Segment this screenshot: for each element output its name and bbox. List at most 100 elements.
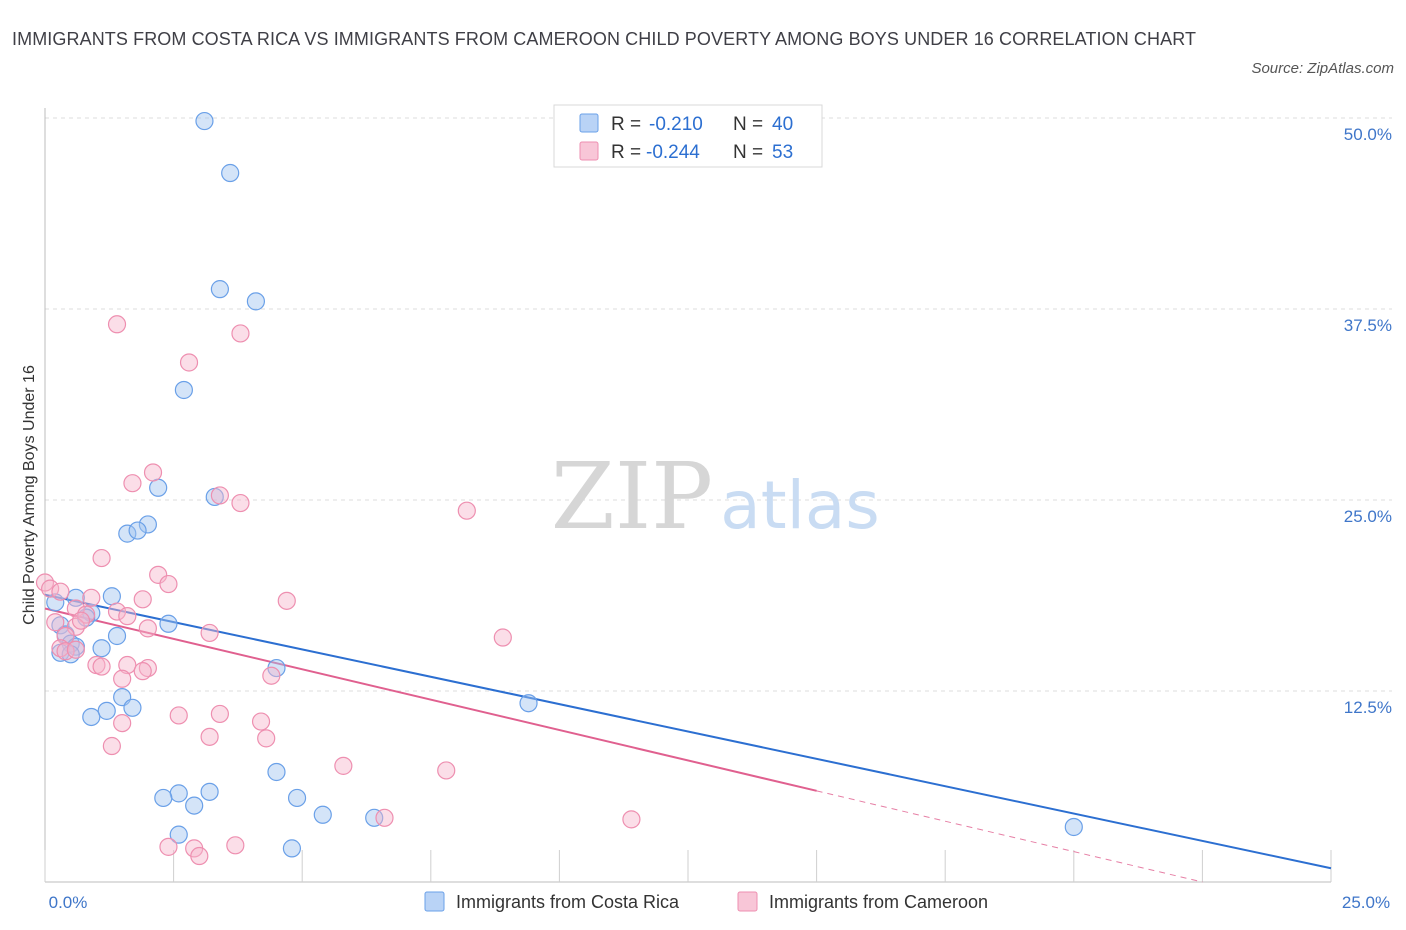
point-pink-36	[113, 669, 132, 688]
point-blue-30	[267, 762, 286, 782]
point-pink-2	[179, 353, 199, 372]
point-blue-33	[154, 788, 173, 808]
x-tick-right: 25.0%	[1342, 893, 1390, 912]
point-blue-0	[195, 111, 214, 131]
stats-legend: R = -0.210 N = 40 R = -0.244 N = 53	[553, 104, 823, 168]
point-pink-13	[82, 588, 101, 607]
x-tick-left: 0.0%	[49, 893, 88, 912]
point-pink-15	[277, 591, 296, 610]
y-tick-label-0: 12.5%	[1344, 698, 1392, 717]
point-pink-43	[102, 736, 121, 756]
point-pink-6	[231, 493, 250, 513]
axes	[44, 108, 1332, 883]
point-pink-22	[71, 611, 91, 630]
point-pink-35	[262, 666, 281, 685]
point-pink-21	[118, 607, 137, 626]
point-pink-44	[334, 756, 353, 775]
point-blue-9	[128, 521, 147, 540]
point-blue-17	[159, 614, 178, 633]
y-tick-label-1: 25.0%	[1344, 507, 1392, 526]
point-pink-39	[251, 712, 271, 731]
point-blue-11	[66, 588, 85, 607]
point-pink-1	[231, 324, 250, 343]
trendline-pink-extension	[816, 790, 1203, 883]
legend-r-value-pink: -0.244	[646, 142, 700, 163]
point-pink-24	[200, 623, 219, 643]
point-pink-45	[437, 761, 456, 780]
y-axis-label: Child Poverty Among Boys Under 16	[21, 365, 38, 625]
point-blue-10	[46, 593, 65, 612]
point-blue-40	[1064, 817, 1083, 837]
point-pink-7	[457, 501, 476, 520]
legend-swatch-pink	[579, 141, 599, 161]
point-pink-9	[149, 565, 168, 584]
point-pink-40	[113, 713, 132, 733]
point-pink-37	[169, 706, 188, 725]
point-pink-26	[493, 628, 512, 647]
point-pink-47	[622, 810, 641, 829]
point-blue-38	[169, 825, 188, 844]
point-blue-2	[210, 280, 229, 299]
point-pink-38	[210, 704, 229, 724]
legend-r-value-blue: -0.210	[649, 114, 703, 135]
point-pink-12	[41, 579, 60, 598]
point-pink-50	[190, 846, 209, 866]
watermark-atlas: atlas	[720, 467, 880, 544]
point-blue-7	[138, 515, 157, 534]
point-pink-41	[200, 727, 219, 746]
point-blue-35	[287, 788, 307, 808]
point-pink-23	[138, 619, 157, 638]
point-blue-29	[519, 694, 538, 713]
point-blue-36	[313, 805, 332, 824]
point-pink-3	[143, 463, 163, 482]
point-blue-39	[282, 839, 302, 858]
point-blue-26	[123, 698, 142, 717]
point-blue-4	[174, 380, 193, 400]
point-blue-8	[118, 524, 137, 543]
point-pink-52	[51, 582, 70, 601]
trendline-blue	[44, 593, 1332, 870]
point-pink-19	[46, 613, 65, 632]
point-blue-18	[107, 626, 127, 646]
legend-n-label-pink: N =	[733, 142, 763, 163]
point-pink-33	[133, 662, 152, 681]
point-blue-15	[51, 616, 70, 635]
legend-r-label-blue: R =	[611, 114, 641, 135]
legend-bottom-swatch-blue	[424, 891, 445, 912]
point-pink-8	[92, 548, 111, 568]
watermark-zip: ZIP	[551, 443, 713, 550]
gridlines	[45, 117, 1392, 692]
legend-r-label-pink: R =	[611, 142, 641, 163]
point-pink-51	[226, 836, 245, 855]
point-blue-12	[102, 587, 121, 606]
point-blue-32	[169, 784, 188, 803]
point-pink-34	[92, 657, 111, 676]
trendline-pink	[44, 607, 817, 792]
point-pink-5	[210, 486, 229, 505]
series-legend: Immigrants from Costa Rica Immigrants fr…	[424, 891, 988, 912]
point-blue-34	[185, 796, 204, 815]
point-pink-4	[123, 474, 142, 493]
legend-n-label-blue: N =	[733, 114, 763, 135]
point-pink-42	[257, 729, 276, 748]
y-tick-label-2: 37.5%	[1344, 316, 1392, 335]
point-pink-27	[51, 639, 70, 658]
point-blue-21	[92, 639, 111, 658]
point-blue-28	[82, 707, 101, 727]
point-pink-11	[159, 574, 178, 594]
point-pink-29	[66, 640, 85, 659]
point-pink-0	[107, 315, 127, 334]
trendlines	[44, 593, 1332, 883]
point-pink-46	[375, 808, 394, 827]
watermark: ZIP atlas	[551, 443, 880, 550]
point-pink-30	[118, 655, 137, 675]
point-pink-48	[159, 837, 178, 856]
legend-swatch-blue	[579, 113, 599, 133]
source-credit: Source: ZipAtlas.com	[1251, 60, 1394, 77]
legend-bottom-label-pink: Immigrants from Cameroon	[769, 892, 988, 912]
y-tick-label-3: 50.0%	[1344, 125, 1392, 144]
data-points	[35, 111, 1083, 866]
point-pink-17	[107, 602, 127, 621]
y-tick-labels: 12.5% 25.0% 37.5% 50.0%	[1344, 125, 1392, 717]
